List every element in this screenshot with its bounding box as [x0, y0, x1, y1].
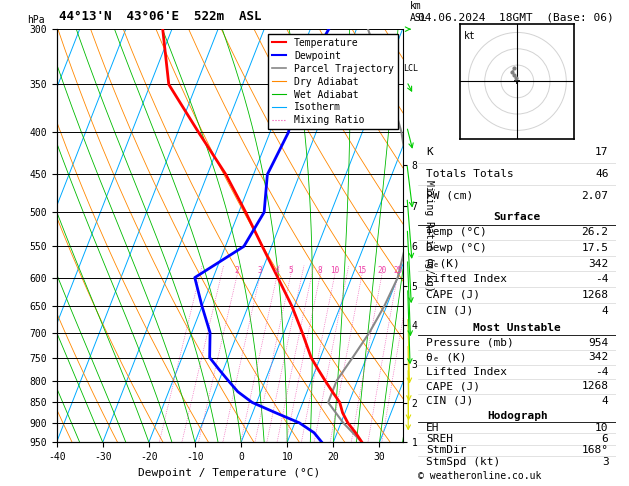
Text: 46: 46 [595, 169, 608, 179]
Text: hPa: hPa [27, 15, 45, 25]
Text: Most Unstable: Most Unstable [474, 323, 561, 333]
Text: 10: 10 [330, 265, 340, 275]
Text: 2.07: 2.07 [581, 191, 608, 201]
Text: 04.06.2024  18GMT  (Base: 06): 04.06.2024 18GMT (Base: 06) [418, 12, 614, 22]
Text: Pressure (mb): Pressure (mb) [426, 338, 514, 347]
Text: PW (cm): PW (cm) [426, 191, 474, 201]
Legend: Temperature, Dewpoint, Parcel Trajectory, Dry Adiabat, Wet Adiabat, Isotherm, Mi: Temperature, Dewpoint, Parcel Trajectory… [268, 34, 398, 129]
Text: 15: 15 [357, 265, 367, 275]
Text: 44°13'N  43°06'E  522m  ASL: 44°13'N 43°06'E 522m ASL [59, 10, 262, 23]
Text: Hodograph: Hodograph [487, 411, 548, 421]
Text: 17.5: 17.5 [581, 243, 608, 253]
Text: kt: kt [464, 31, 476, 41]
Text: 4: 4 [602, 396, 608, 406]
Text: 17: 17 [595, 147, 608, 157]
Text: -4: -4 [595, 274, 608, 284]
Text: CAPE (J): CAPE (J) [426, 382, 480, 391]
Text: 1268: 1268 [581, 382, 608, 391]
Text: 3: 3 [258, 265, 262, 275]
Text: 1268: 1268 [581, 290, 608, 300]
Text: © weatheronline.co.uk: © weatheronline.co.uk [418, 471, 542, 481]
Text: 5: 5 [289, 265, 293, 275]
Y-axis label: Mixing Ratio (g/kg): Mixing Ratio (g/kg) [424, 180, 434, 292]
Text: 10: 10 [595, 423, 608, 433]
Text: 8: 8 [318, 265, 323, 275]
Text: θₑ(K): θₑ(K) [426, 259, 460, 269]
Text: 342: 342 [588, 259, 608, 269]
Text: LCL: LCL [403, 64, 418, 73]
Text: EH: EH [426, 423, 440, 433]
X-axis label: Dewpoint / Temperature (°C): Dewpoint / Temperature (°C) [138, 468, 321, 478]
Text: Lifted Index: Lifted Index [426, 367, 507, 377]
Text: CIN (J): CIN (J) [426, 396, 474, 406]
Text: 4: 4 [602, 306, 608, 315]
Text: 20: 20 [377, 265, 387, 275]
Text: 4: 4 [275, 265, 279, 275]
Text: StmSpd (kt): StmSpd (kt) [426, 457, 501, 467]
Text: K: K [426, 147, 433, 157]
Text: θₑ (K): θₑ (K) [426, 352, 467, 362]
Text: 168°: 168° [581, 446, 608, 455]
Text: Surface: Surface [494, 212, 541, 222]
Text: CIN (J): CIN (J) [426, 306, 474, 315]
Text: km
ASL: km ASL [409, 1, 427, 23]
Text: 2: 2 [235, 265, 240, 275]
Text: SREH: SREH [426, 434, 454, 444]
Text: Temp (°C): Temp (°C) [426, 227, 487, 238]
Text: StmDir: StmDir [426, 446, 467, 455]
Text: 6: 6 [602, 434, 608, 444]
Text: Totals Totals: Totals Totals [426, 169, 514, 179]
Text: 342: 342 [588, 352, 608, 362]
Text: Lifted Index: Lifted Index [426, 274, 507, 284]
Text: 26.2: 26.2 [581, 227, 608, 238]
Text: 3: 3 [602, 457, 608, 467]
Text: Dewp (°C): Dewp (°C) [426, 243, 487, 253]
Text: CAPE (J): CAPE (J) [426, 290, 480, 300]
Text: 25: 25 [393, 265, 403, 275]
Text: -4: -4 [595, 367, 608, 377]
Text: 954: 954 [588, 338, 608, 347]
